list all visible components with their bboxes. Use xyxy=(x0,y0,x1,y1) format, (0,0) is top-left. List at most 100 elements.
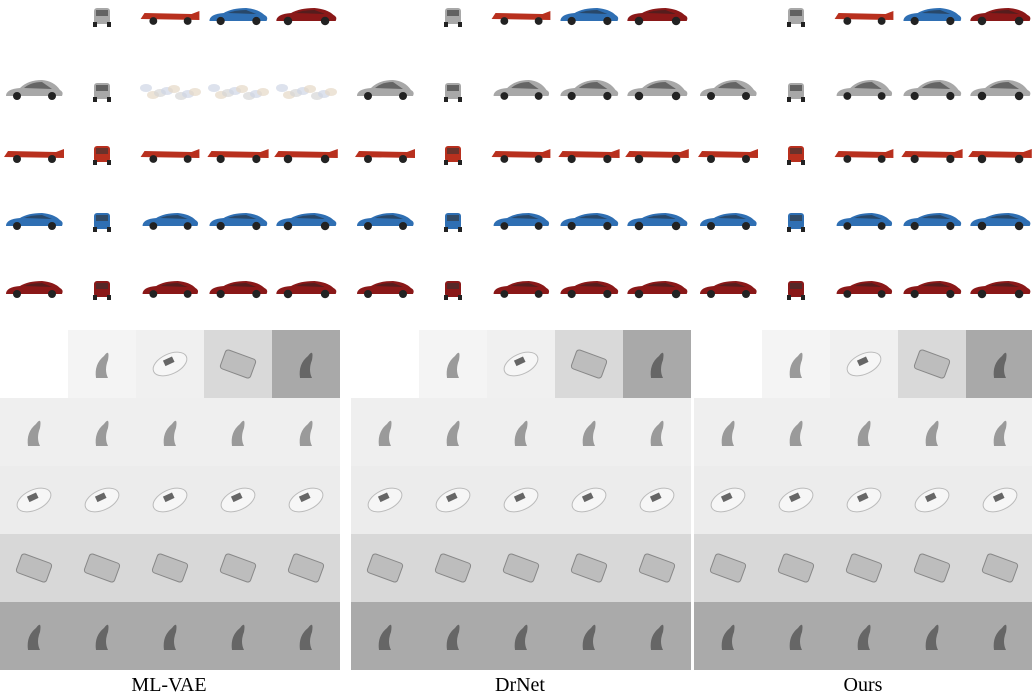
wheel xyxy=(787,97,791,102)
wheel xyxy=(671,154,681,164)
car-body xyxy=(903,213,962,226)
wheel xyxy=(567,154,576,164)
wheel xyxy=(444,97,448,102)
car-window xyxy=(24,215,52,219)
toy-van xyxy=(502,553,540,583)
car-window xyxy=(295,10,326,14)
toy-car-window xyxy=(924,492,937,503)
car-window xyxy=(578,215,608,219)
wheel xyxy=(48,155,56,163)
car-window xyxy=(375,82,403,89)
car-body xyxy=(276,213,337,226)
wheel xyxy=(458,160,462,165)
toy-van xyxy=(570,553,608,583)
toy-car-window xyxy=(649,492,662,503)
car-window xyxy=(854,82,882,89)
figurine xyxy=(378,624,392,650)
wheel xyxy=(107,97,111,102)
wheel xyxy=(458,22,462,27)
figurine xyxy=(582,624,596,650)
wheel xyxy=(843,222,852,230)
figurine xyxy=(650,624,664,650)
wheel xyxy=(567,221,576,231)
wheel xyxy=(534,92,543,100)
wheel xyxy=(13,222,21,230)
car-window xyxy=(96,85,108,91)
wheel xyxy=(742,155,750,163)
wheel xyxy=(107,295,111,300)
wheel xyxy=(707,92,715,100)
wheel xyxy=(671,289,681,299)
car-window xyxy=(578,283,608,287)
wheel xyxy=(603,289,612,299)
toy-van xyxy=(570,349,608,379)
toy-car-window xyxy=(513,356,526,367)
wheel xyxy=(364,155,372,163)
figurine xyxy=(299,352,313,378)
wheel xyxy=(444,160,448,165)
wheel xyxy=(534,290,543,298)
car-window xyxy=(447,10,459,16)
car-body xyxy=(357,281,414,294)
wheel xyxy=(1014,154,1024,164)
car-body xyxy=(493,281,550,294)
wheel xyxy=(93,160,97,165)
figurine xyxy=(514,624,528,650)
wheel xyxy=(149,222,158,230)
wheel xyxy=(149,290,158,298)
wheel xyxy=(283,289,293,299)
wheel xyxy=(742,290,750,298)
blur-patch xyxy=(168,85,180,93)
car-window xyxy=(375,215,403,219)
wheel xyxy=(216,289,225,299)
toy-van xyxy=(845,553,883,583)
car-window xyxy=(790,10,802,16)
figurine xyxy=(27,624,41,650)
wheel xyxy=(977,16,987,26)
wheel xyxy=(946,289,955,299)
toy-van xyxy=(913,349,951,379)
blur-patch xyxy=(236,85,248,93)
car-window xyxy=(511,283,539,287)
toy-car-window xyxy=(856,492,869,503)
car-body xyxy=(970,213,1031,226)
figurine xyxy=(163,420,177,446)
tile xyxy=(0,330,68,398)
toy-car-window xyxy=(230,492,243,503)
wheel xyxy=(364,290,372,298)
car-body xyxy=(6,281,63,294)
wheel xyxy=(534,222,543,230)
figurine xyxy=(27,420,41,446)
wheel xyxy=(787,160,791,165)
toy-car-window xyxy=(581,492,594,503)
toy-van xyxy=(709,553,747,583)
car-body xyxy=(970,8,1031,21)
car-window xyxy=(790,215,802,221)
car-window xyxy=(295,283,326,287)
figurine xyxy=(650,420,664,446)
figurine xyxy=(446,420,460,446)
car-body xyxy=(142,281,199,294)
blur-patch xyxy=(189,88,201,96)
wheel xyxy=(283,16,293,26)
tile xyxy=(694,330,762,398)
wheel xyxy=(603,91,612,101)
wheel xyxy=(399,222,407,230)
car-window xyxy=(646,283,677,287)
wheel xyxy=(946,154,955,164)
wheel xyxy=(183,17,192,25)
wheel xyxy=(183,155,192,163)
car-window xyxy=(921,10,951,14)
wheel xyxy=(707,155,715,163)
car-window xyxy=(646,10,677,14)
car-window xyxy=(96,283,108,289)
wheel xyxy=(399,92,407,100)
figurine xyxy=(993,420,1007,446)
wheel xyxy=(500,290,509,298)
car-window xyxy=(790,148,802,154)
wheel xyxy=(399,155,407,163)
toy-van xyxy=(219,553,257,583)
wheel xyxy=(634,221,644,231)
panel xyxy=(0,8,340,670)
